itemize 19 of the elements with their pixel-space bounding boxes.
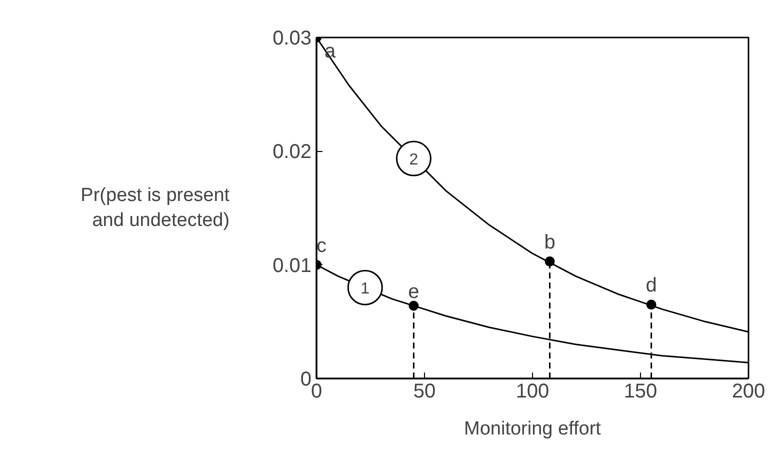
series-label: 2 [409, 152, 418, 169]
x-axis-title: Monitoring effort [464, 418, 602, 440]
annotation: b [544, 231, 556, 254]
series-label: 1 [360, 280, 370, 298]
point [544, 256, 555, 266]
y-tick-label: 0.03 [272, 28, 312, 50]
x-tick-label: 100 [516, 380, 550, 402]
annotation: c [316, 234, 326, 257]
annotation: d [646, 274, 657, 297]
point [408, 300, 419, 311]
point [646, 300, 656, 310]
x-tick-label: 200 [732, 380, 766, 402]
x-tick-label: 150 [624, 380, 658, 402]
annotation: e [408, 280, 420, 303]
y-tick-label: 0.02 [272, 141, 312, 164]
y-tick-label: 0.01 [272, 254, 312, 277]
x-tick-label: 50 [413, 380, 436, 402]
y-axis-title: Pr(pest is present and undetected) [80, 184, 230, 232]
annotation: a [324, 40, 336, 62]
